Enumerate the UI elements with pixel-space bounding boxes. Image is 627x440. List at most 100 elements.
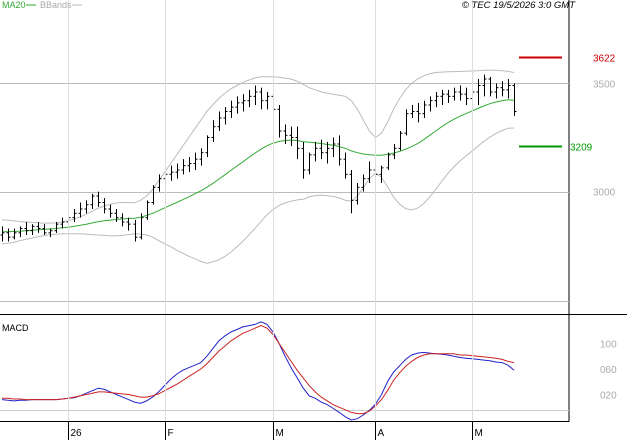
- ohlc-bar: [482, 74, 487, 97]
- ohlc-bar: [187, 157, 192, 173]
- bbands-upper: [1, 69, 515, 224]
- ohlc-bar: [145, 200, 150, 220]
- price-levels: 3622 3209: [519, 54, 616, 154]
- ohlc-bar: [325, 141, 330, 164]
- timestamp: © TEC 19/5/2026 3:0 GMT: [462, 0, 576, 11]
- ohlc-bar: [283, 124, 288, 144]
- ohlc-bar: [60, 217, 65, 229]
- ohlc-bar: [434, 92, 439, 108]
- ohlc-bar: [337, 135, 342, 166]
- ohlc-bar: [193, 152, 198, 170]
- ohlc-bar: [488, 76, 493, 97]
- ohlc-bar: [36, 222, 41, 233]
- ohlc-bar: [84, 200, 89, 214]
- ohlc-bar: [458, 85, 463, 101]
- ohlc-bar: [235, 96, 240, 114]
- level-label-3622: 3622: [593, 54, 616, 65]
- macd-tick-label-100: 100: [600, 340, 617, 351]
- ohlc-bar: [313, 141, 318, 162]
- ohlc-bar: [343, 152, 348, 179]
- ohlc-bar: [114, 209, 119, 222]
- ohlc-bar: [0, 226, 5, 242]
- ohlc-bar: [494, 83, 499, 99]
- price-y-axis: 3500 3000: [593, 79, 616, 198]
- macd-series-signal: [2, 325, 515, 415]
- ohlc-bar: [277, 105, 282, 138]
- ohlc-bar: [416, 102, 421, 123]
- ohlc-bar: [217, 111, 222, 131]
- ohlc-bar: [331, 137, 336, 157]
- ohlc-bar: [157, 174, 162, 192]
- ohlc-bar: [392, 144, 397, 160]
- x-tick-label-F: F: [168, 428, 174, 439]
- ohlc-bar: [102, 198, 107, 214]
- ohlc-bar: [30, 224, 35, 235]
- ohlc-bar: [181, 159, 186, 175]
- x-tick-label-A: A: [378, 428, 385, 439]
- ohlc-bar: [440, 89, 445, 105]
- ohlc-bar: [367, 161, 372, 183]
- ohlc-bar: [6, 228, 11, 242]
- ohlc-bar: [205, 135, 210, 157]
- ohlc-bar: [90, 193, 95, 209]
- level-label-3209: 3209: [570, 143, 593, 154]
- ohlc-bar: [476, 79, 481, 105]
- ohlc-bar: [247, 89, 252, 108]
- ohlc-bar: [452, 87, 457, 101]
- macd-tick-label-020: 020: [600, 391, 617, 402]
- ohlc-bar: [361, 174, 366, 192]
- ohlc-bar: [253, 85, 258, 105]
- ohlc-bar: [24, 222, 29, 235]
- bollinger-bands: [1, 69, 515, 264]
- macd-y-axis: 100 060 020: [600, 340, 617, 402]
- ohlc-bar: [428, 96, 433, 112]
- ohlc-bar: [126, 217, 131, 231]
- ohlc-bar: [42, 224, 47, 235]
- ohlc-bar: [108, 204, 113, 218]
- ohlc-bar: [295, 126, 300, 160]
- ohlc-bar: [307, 152, 312, 175]
- ohlc-bar: [139, 213, 144, 240]
- legend-ma20: MA20: [2, 0, 26, 10]
- macd-tick-label-060: 060: [600, 365, 617, 376]
- legend-bbands: BBands: [40, 0, 72, 10]
- ohlc-bar: [199, 148, 204, 166]
- ohlc-bar: [500, 81, 505, 97]
- x-tick-label-M: M: [276, 428, 284, 439]
- ma20-path: [2, 99, 515, 233]
- ohlc-bar: [355, 183, 360, 205]
- ohlc-bar: [301, 141, 306, 179]
- ohlc-bar: [151, 185, 156, 205]
- ohlc-bar: [289, 126, 294, 147]
- ohlc-bar: [379, 165, 384, 183]
- x-axis: 26 F M A M: [68, 0, 483, 440]
- ma20-line: [2, 99, 515, 233]
- ohlc-bar: [241, 94, 246, 112]
- ohlc-bar: [410, 105, 415, 118]
- price-gridlines: [0, 83, 569, 193]
- ohlc-bar: [349, 170, 354, 214]
- macd-series-macd: [1, 321, 515, 421]
- ohlc-bar: [72, 209, 77, 222]
- ohlc-bar: [506, 79, 511, 99]
- ohlc-bar: [259, 87, 264, 110]
- ohlc-bar: [446, 89, 451, 103]
- macd-lines: [1, 321, 515, 421]
- ohlc-bar: [512, 83, 517, 116]
- ohlc-bar: [386, 152, 391, 170]
- ohlc-bars: [0, 74, 517, 242]
- ohlc-bar: [96, 191, 101, 207]
- ohlc-bar: [398, 131, 403, 151]
- ohlc-bar: [211, 120, 216, 142]
- ohlc-bar: [223, 107, 228, 125]
- ohlc-bar: [18, 226, 23, 238]
- bbands-lower: [1, 127, 515, 264]
- ohlc-bar: [422, 100, 427, 118]
- ohlc-bar: [319, 139, 324, 160]
- ohlc-bar: [48, 228, 53, 238]
- ohlc-bar: [404, 109, 409, 136]
- ohlc-bar: [464, 87, 469, 105]
- macd-title: MACD: [2, 323, 29, 333]
- y-tick-label-3500: 3500: [593, 79, 616, 90]
